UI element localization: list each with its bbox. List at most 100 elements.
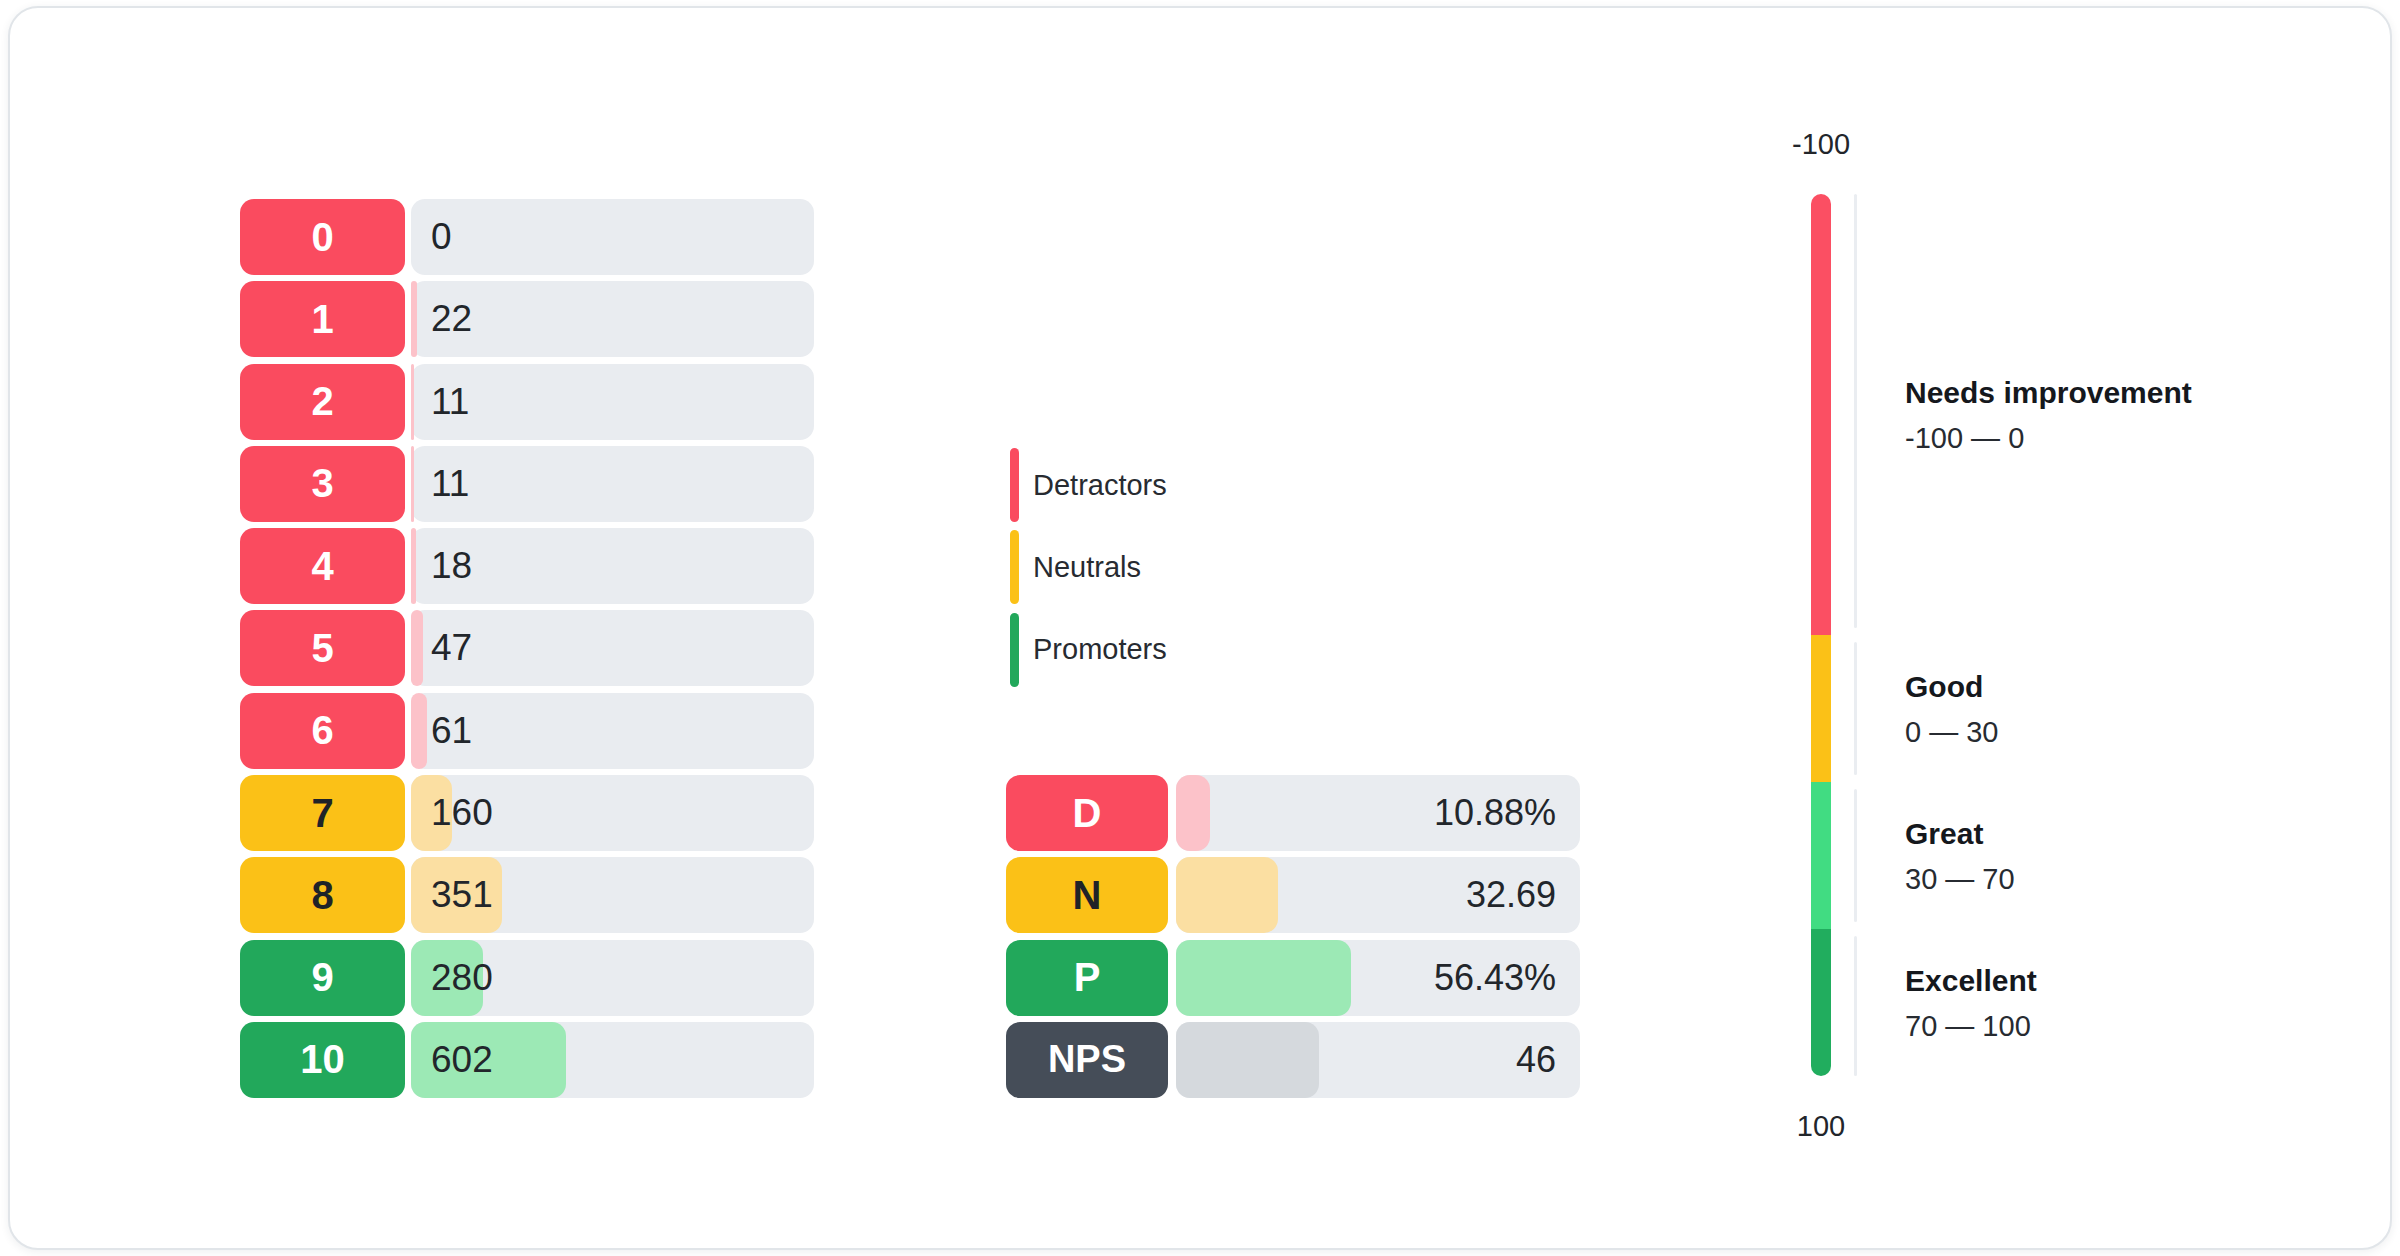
- summary-track: 46: [1176, 1022, 1580, 1098]
- nps-summary-chart: D 10.88% N 32.69 P 56.43% NPS 46: [1006, 775, 1580, 1098]
- summary-fill: [1176, 940, 1351, 1016]
- summary-value: 32.69: [1466, 874, 1556, 916]
- score-fill: [411, 281, 417, 357]
- gauge-range-bounds: 70 — 100: [1905, 1009, 2037, 1042]
- summary-value: 56.43%: [1434, 957, 1556, 999]
- gauge-range-name: Excellent: [1905, 963, 2037, 997]
- legend-item-neutral: Neutrals: [1010, 529, 1167, 605]
- legend-label: Detractors: [1033, 469, 1167, 502]
- nps-dashboard: 0012221131141854766171608351928010602 De…: [0, 0, 2400, 1256]
- gauge-tick-line: [1854, 789, 1857, 922]
- score-pill: 4: [240, 528, 405, 604]
- score-count: 0: [431, 216, 452, 258]
- score-row: 8 351: [240, 857, 814, 933]
- gauge-range-bounds: 0 — 30: [1905, 715, 1999, 748]
- score-track: 11: [411, 364, 814, 440]
- score-pill: 8: [240, 857, 405, 933]
- gauge-range-bounds: 30 — 70: [1905, 862, 2015, 895]
- score-track: 11: [411, 446, 814, 522]
- summary-pill: D: [1006, 775, 1168, 851]
- gauge-bar: [1811, 194, 1831, 1076]
- score-track: 47: [411, 610, 814, 686]
- summary-row-n: N 32.69: [1006, 857, 1580, 933]
- gauge-range-bounds: -100 — 0: [1905, 421, 2192, 454]
- score-fill: [411, 528, 416, 604]
- gauge-range-label: Good 0 — 30: [1905, 669, 1999, 748]
- score-row: 122: [240, 281, 814, 357]
- summary-track: 56.43%: [1176, 940, 1580, 1016]
- legend-swatch-promoter: [1010, 613, 1019, 687]
- score-track: 602: [411, 1022, 814, 1098]
- summary-row-p: P 56.43%: [1006, 940, 1580, 1016]
- score-count: 18: [431, 545, 472, 587]
- score-count: 11: [431, 463, 469, 505]
- summary-pill: N: [1006, 857, 1168, 933]
- gauge-max-label: -100: [1761, 128, 1881, 161]
- score-count: 160: [431, 792, 493, 834]
- score-row: 4 18: [240, 528, 814, 604]
- score-track: 18: [411, 528, 814, 604]
- score-pill: 6: [240, 693, 405, 769]
- score-row: 5 47: [240, 610, 814, 686]
- summary-value: 46: [1516, 1039, 1556, 1081]
- summary-fill: [1176, 775, 1210, 851]
- score-track: 351: [411, 857, 814, 933]
- score-count: 351: [431, 874, 493, 916]
- score-count: 280: [431, 957, 493, 999]
- score-row: 10 602: [240, 1022, 814, 1098]
- score-fill: [411, 610, 423, 686]
- summary-fill: [1176, 1022, 1319, 1098]
- summary-pill: NPS: [1006, 1022, 1168, 1098]
- score-row: 6 61: [240, 693, 814, 769]
- gauge-range-name: Great: [1905, 816, 2015, 850]
- score-fill: [411, 446, 414, 522]
- gauge-segment-3: [1811, 782, 1831, 929]
- gauge-range-label: Excellent 70 — 100: [1905, 963, 2037, 1042]
- gauge-min-label: 100: [1761, 1110, 1881, 1143]
- score-count: 47: [431, 627, 472, 669]
- gauge-tick-line: [1854, 642, 1857, 775]
- summary-row-d: D 10.88%: [1006, 775, 1580, 851]
- score-row: 211: [240, 364, 814, 440]
- summary-track: 10.88%: [1176, 775, 1580, 851]
- score-fill: [411, 364, 414, 440]
- summary-pill: P: [1006, 940, 1168, 1016]
- legend-swatch-detractor: [1010, 448, 1019, 522]
- score-track: 0: [411, 199, 814, 275]
- score-row: 7 160: [240, 775, 814, 851]
- score-pill: 0: [240, 199, 405, 275]
- gauge-segment-1: [1811, 194, 1831, 635]
- score-pill: 2: [240, 364, 405, 440]
- gauge-tick-line: [1854, 194, 1857, 628]
- score-pill: 10: [240, 1022, 405, 1098]
- score-count: 602: [431, 1039, 493, 1081]
- gauge-range-name: Needs improvement: [1905, 375, 2192, 409]
- gauge-range-label: Great 30 — 70: [1905, 816, 2015, 895]
- score-track: 22: [411, 281, 814, 357]
- legend-item-promoter: Promoters: [1010, 612, 1167, 688]
- legend: Detractors Neutrals Promoters: [1010, 447, 1167, 688]
- score-row: 9280: [240, 940, 814, 1016]
- score-row: 00: [240, 199, 814, 275]
- gauge-segment-4: [1811, 929, 1831, 1076]
- gauge-range-name: Good: [1905, 669, 1999, 703]
- summary-value: 10.88%: [1434, 792, 1556, 834]
- summary-track: 32.69: [1176, 857, 1580, 933]
- legend-label: Promoters: [1033, 633, 1167, 666]
- gauge-segment-2: [1811, 635, 1831, 782]
- gauge-range-label: Needs improvement -100 — 0: [1905, 375, 2192, 454]
- legend-item-detractor: Detractors: [1010, 447, 1167, 523]
- score-pill: 5: [240, 610, 405, 686]
- score-track: 280: [411, 940, 814, 1016]
- legend-swatch-neutral: [1010, 530, 1019, 604]
- score-distribution-chart: 0012221131141854766171608351928010602: [240, 199, 814, 1098]
- score-row: 3 11: [240, 446, 814, 522]
- score-pill: 7: [240, 775, 405, 851]
- score-fill: [411, 693, 427, 769]
- score-count: 22: [431, 298, 472, 340]
- score-track: 61: [411, 693, 814, 769]
- score-count: 61: [431, 710, 472, 752]
- summary-fill: [1176, 857, 1278, 933]
- dashboard-card: 0012221131141854766171608351928010602 De…: [8, 6, 2392, 1250]
- score-pill: 3: [240, 446, 405, 522]
